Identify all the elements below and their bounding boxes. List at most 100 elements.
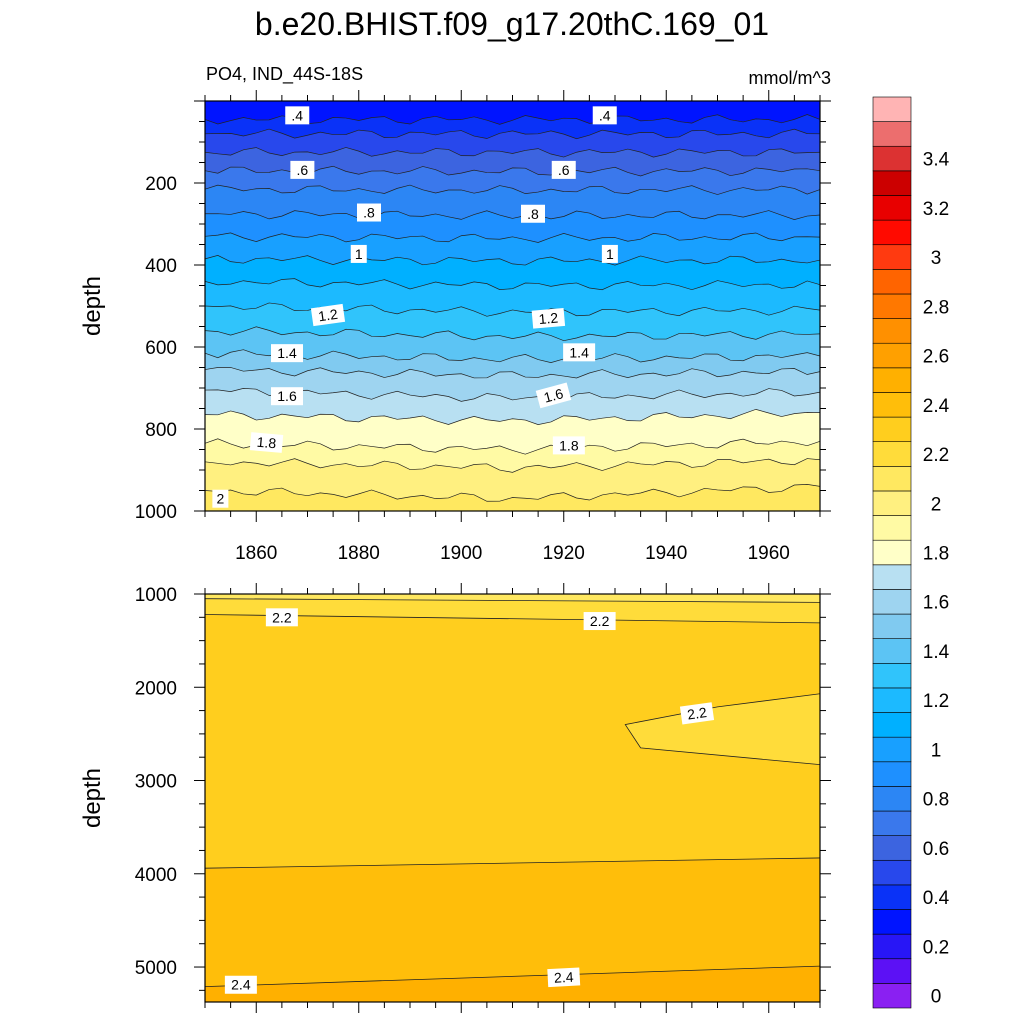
contour-label-text: 2 bbox=[216, 491, 224, 507]
contour-line-label: 2.2 bbox=[679, 702, 715, 725]
contour-line bbox=[204, 302, 821, 317]
contour-line-label: 1.6 bbox=[535, 382, 572, 409]
contour-band bbox=[205, 147, 820, 176]
colorbar-tick-label: 1.2 bbox=[923, 691, 949, 712]
axes: 1000 2000 3000 4000 5000 depth bbox=[79, 583, 831, 1013]
contour-label-text: 2.2 bbox=[686, 704, 708, 723]
contour-label-background bbox=[552, 436, 585, 455]
contour-line-label: .6 bbox=[290, 160, 315, 179]
contour-line bbox=[624, 693, 821, 766]
contour-label-background bbox=[563, 343, 596, 362]
contour-label-text: 1 bbox=[606, 246, 614, 262]
colorbar-tick-label: 2.8 bbox=[923, 297, 949, 318]
contour-line bbox=[204, 408, 821, 425]
contour-label-background bbox=[601, 244, 618, 263]
contour-label-background bbox=[285, 106, 310, 125]
contour-line-label: .4 bbox=[285, 106, 310, 125]
y-tick-label: 3000 bbox=[135, 772, 177, 793]
contour-line-label: 2.2 bbox=[265, 608, 298, 627]
page-title: b.e20.BHIST.f09_g17.20thC.169_01 bbox=[254, 6, 770, 42]
contour-label-text: .6 bbox=[558, 162, 570, 178]
colorbar-tick-label: 2.4 bbox=[923, 396, 950, 417]
contour-line-label: 2.2 bbox=[583, 612, 616, 631]
x-tick-label: 1940 bbox=[645, 543, 687, 564]
colorbar-swatch bbox=[872, 564, 912, 590]
colorbar-tick-label: 1.6 bbox=[923, 593, 949, 614]
colorbar-tick-label: 0.8 bbox=[923, 790, 949, 811]
contour-line bbox=[204, 232, 821, 243]
contour-label-text: 1.6 bbox=[542, 385, 565, 406]
colorbar-swatch bbox=[872, 244, 912, 270]
y-tick-label: 1000 bbox=[135, 585, 177, 606]
contour-line-label: 1 bbox=[350, 244, 367, 263]
contour-label-background bbox=[350, 244, 367, 263]
contour-line-label: 1.2 bbox=[531, 307, 566, 329]
contour-label-text: 2.2 bbox=[272, 609, 292, 625]
contour-label-text: 1 bbox=[355, 246, 363, 262]
colorbar-swatch bbox=[872, 96, 912, 122]
y-tick-label: 1000 bbox=[135, 502, 177, 523]
variable-region-label: PO4, IND_44S-18S bbox=[206, 64, 364, 84]
colorbar-tick-label: 2 bbox=[931, 494, 942, 515]
contour-line bbox=[204, 614, 821, 624]
colorbar-swatch bbox=[872, 933, 912, 960]
y-tick-label: 800 bbox=[145, 420, 177, 441]
colorbar-swatch bbox=[872, 342, 912, 369]
contour-band bbox=[205, 458, 820, 502]
contour-line-label: 1.4 bbox=[271, 344, 303, 363]
y-tick-label: 5000 bbox=[135, 958, 177, 979]
contour-label-background bbox=[224, 975, 257, 994]
colorbar-tick-label: 2.2 bbox=[923, 445, 949, 466]
units-label: mmol/m^3 bbox=[748, 68, 831, 88]
plot-frame bbox=[204, 593, 821, 1003]
contour-label-background bbox=[290, 160, 315, 179]
upper-contour-panel: .4.4.6.6.8.81 11.2 1.21.4 1.41.6 1.61.8 1.821… bbox=[79, 90, 831, 564]
contour-line-label: 2.4 bbox=[547, 967, 581, 988]
contour-line-label: 1.4 bbox=[563, 343, 596, 362]
colorbar-swatch bbox=[872, 909, 912, 935]
contour-label-text: 2.4 bbox=[554, 969, 574, 986]
contour-label-text: 1.8 bbox=[256, 434, 277, 452]
x-tick-label: 1900 bbox=[440, 543, 482, 564]
contour-label-text: 1.8 bbox=[559, 437, 579, 453]
colorbar-swatch bbox=[872, 490, 912, 516]
contour-line bbox=[204, 147, 821, 158]
colorbar-swatch bbox=[872, 269, 912, 295]
x-tick-label: 1880 bbox=[338, 543, 380, 564]
contour-line bbox=[204, 210, 821, 220]
contour-label-background bbox=[271, 387, 303, 406]
colorbar-tick-label: 3.4 bbox=[923, 150, 950, 171]
colorbar-swatch bbox=[872, 293, 912, 319]
contour-band bbox=[205, 326, 820, 363]
contour-line bbox=[204, 484, 821, 502]
contour-label-text: 1.2 bbox=[317, 306, 339, 325]
contour-label-background bbox=[592, 106, 617, 125]
contour-line bbox=[204, 349, 821, 363]
contour-line-label: .6 bbox=[551, 160, 576, 179]
contour-label-background bbox=[249, 432, 284, 453]
colorbar-swatch bbox=[872, 367, 912, 393]
contour-line bbox=[204, 438, 821, 455]
contour-line bbox=[204, 326, 821, 342]
contour-line-label: 2.4 bbox=[224, 975, 257, 994]
colorbar-tick-label: 0.6 bbox=[923, 839, 949, 860]
y-tick-label: 600 bbox=[145, 338, 177, 359]
contour-label-text: .4 bbox=[599, 107, 611, 123]
colorbar-tick-label: 0.2 bbox=[923, 937, 949, 958]
contour-band bbox=[205, 388, 820, 425]
x-tick-label: 1960 bbox=[748, 543, 790, 564]
contour-band bbox=[205, 302, 820, 341]
contour-line-label: .4 bbox=[592, 106, 617, 125]
contour-line bbox=[204, 128, 821, 140]
contour-label-text: 2.2 bbox=[590, 613, 610, 629]
contour-band bbox=[205, 614, 820, 869]
contour-label-background bbox=[535, 382, 572, 409]
y-tick-label: 200 bbox=[145, 174, 177, 195]
colorbar-swatch bbox=[872, 983, 912, 1009]
y-tick-label: 400 bbox=[145, 256, 177, 277]
colorbar-swatch bbox=[872, 958, 912, 984]
contour-band bbox=[205, 409, 820, 455]
contour-label-text: .6 bbox=[297, 162, 309, 178]
colorbar-swatch bbox=[872, 613, 912, 639]
colorbar-swatch bbox=[872, 589, 912, 615]
